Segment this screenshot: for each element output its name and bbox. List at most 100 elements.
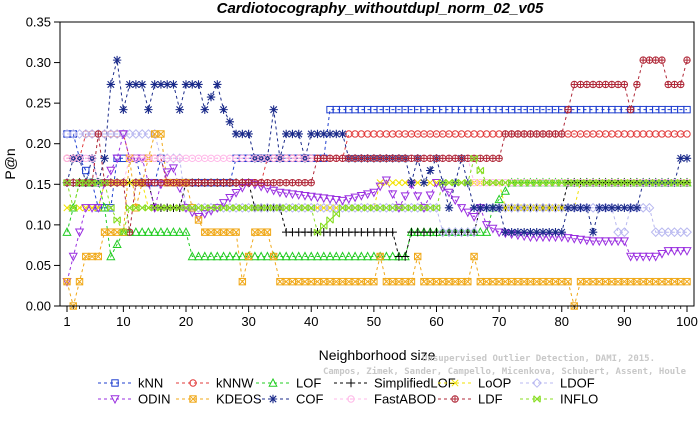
data-point-inflo [138,204,146,212]
data-point-ldf [213,178,222,187]
data-point-inflo [207,204,215,212]
data-point-kdeos [514,277,522,286]
data-point-ldf [388,154,397,163]
data-point-inflo [332,210,341,218]
data-point-inflo [320,222,328,230]
data-point-inflo [676,179,685,187]
data-point-inflo [407,204,416,212]
data-point-lof [106,251,116,261]
x-tick-label: 100 [676,314,698,329]
data-point-kdeos [564,277,572,286]
data-point-ldf [163,178,171,187]
data-point-cof [169,80,178,89]
data-point-lof [500,185,511,195]
data-point-odin [337,196,348,206]
data-point-cof [626,203,635,213]
data-point-lof [300,251,310,261]
data-point-ldf [495,154,503,163]
data-point-ldf [251,178,259,187]
data-point-ldf [651,56,660,64]
data-point-inflo [182,204,190,212]
data-point-ldf [338,154,347,163]
data-point-simplifiedlof [400,252,410,261]
data-point-cof [112,55,122,65]
data-point-inflo [482,179,491,187]
data-point-ldf [614,80,622,89]
data-point-ldf [150,178,159,187]
data-point-cof [582,203,591,213]
data-point-cof [444,203,454,213]
data-point-odin [381,176,392,186]
data-point-kdeos [269,252,278,261]
legend-item-fastabod: FastABOD [334,392,436,407]
legend-label-ldf: LDF [478,392,503,407]
data-point-kdeos [276,277,284,286]
data-point-kdeos [482,277,491,286]
data-point-cof [319,129,328,139]
data-point-odin [563,234,573,243]
data-point-odin [106,166,116,176]
data-point-cof [519,227,529,237]
data-point-ldf [426,154,434,163]
data-point-lof [156,227,166,236]
data-point-ldf [520,130,528,138]
y-tick-label: 0.10 [26,217,51,232]
data-point-kdeos [370,277,378,286]
legend-item-cof: COF [256,392,324,407]
legend-marker-lof [268,377,278,387]
data-point-cof [488,203,498,213]
data-point-kdeos [232,228,240,236]
data-point-cof [231,129,241,139]
data-point-odin [676,247,686,256]
data-point-odin [369,188,379,198]
data-point-odin [425,191,435,201]
data-point-ldf [570,80,578,89]
data-point-inflo [376,204,384,212]
data-point-odin [312,193,323,203]
data-point-inflo [476,166,485,175]
data-point-ldf [407,154,416,163]
data-point-ldf [238,178,247,187]
data-point-odin [168,164,179,174]
data-point-ldf [608,80,616,89]
data-point-inflo [651,179,660,187]
data-point-cof [476,203,485,213]
data-point-cof [213,80,222,89]
data-point-ldf [589,80,597,89]
data-point-odin [619,237,630,247]
data-point-lof [212,251,222,261]
data-point-inflo [532,179,541,187]
data-point-fastabod [194,154,203,163]
data-point-odin [569,234,579,244]
x-axis-title: Neighborhood size [319,347,436,363]
data-point-odin [118,130,128,140]
x-tick-label: 1 [63,314,70,329]
data-point-ldf [125,228,134,236]
data-point-inflo [188,204,197,212]
data-point-ldf [439,154,447,163]
data-point-cof [526,227,535,237]
data-point-loop [426,179,434,187]
data-point-lof [225,251,235,261]
data-point-ldf [107,178,115,187]
legend-marker-inflo [533,395,541,403]
legend-item-knn: kNN [98,376,163,391]
legend-label-fastabod: FastABOD [374,392,436,407]
data-point-odin [319,194,329,204]
legend-item-ldf: LDF [438,392,503,407]
data-point-odin [388,190,398,200]
y-tick-label: 0.30 [26,55,51,70]
legend-label-cof: COF [296,392,324,407]
data-point-lof [256,251,266,261]
y-tick-label: 0.05 [26,258,51,273]
data-point-inflo [257,204,265,212]
data-point-cof [588,227,598,237]
data-point-loop [63,204,71,212]
data-point-odin [469,213,479,222]
data-point-ldf [169,178,178,187]
data-point-ldf [376,154,384,163]
data-point-ldf [188,178,196,187]
data-point-ldf [144,178,153,187]
data-point-kdeos [683,277,691,286]
data-point-odin [626,252,636,262]
